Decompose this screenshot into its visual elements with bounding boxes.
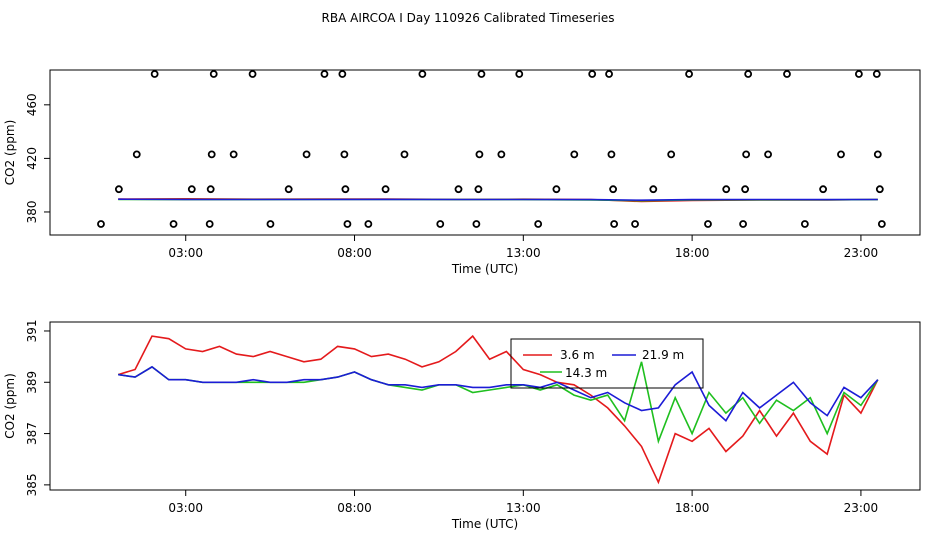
flag-point (742, 150, 751, 159)
plot-frame (49, 321, 921, 491)
flag-point (649, 185, 658, 194)
y-tick-label: 385 (25, 473, 39, 496)
x-tick-label: 18:00 (675, 501, 710, 515)
flag-point (364, 220, 373, 228)
y-tick-label: 420 (25, 147, 39, 170)
y-tick-label: 389 (25, 371, 39, 394)
flag-point (338, 70, 347, 78)
legend-label: 3.6 m (560, 348, 595, 362)
flag-point (477, 70, 486, 78)
flag-point (475, 150, 484, 159)
y-axis-label: CO2 (ppm) (3, 120, 17, 186)
flag-point (605, 70, 613, 78)
flag-point (209, 70, 218, 78)
flag-point (667, 150, 676, 159)
flag-point (819, 185, 828, 194)
flag-point (207, 150, 216, 159)
flag-point (741, 185, 750, 194)
flag-point (248, 70, 257, 78)
flag-point (266, 220, 275, 228)
x-tick-label: 13:00 (506, 246, 541, 260)
flag-point (783, 70, 791, 78)
flag-point (704, 220, 712, 228)
flag-point (739, 220, 747, 228)
flag-point (436, 220, 445, 228)
y-tick-label: 460 (25, 93, 39, 116)
flag-point (418, 70, 427, 78)
flag-point (837, 150, 845, 159)
series-line (118, 361, 879, 445)
flag-point (114, 185, 123, 194)
legend-label: 14.3 m (565, 366, 607, 380)
x-tick-label: 03:00 (168, 501, 203, 515)
series-line (118, 198, 878, 202)
y-tick-label: 387 (25, 422, 39, 445)
x-tick-label: 23:00 (844, 501, 879, 515)
legend-box (510, 338, 704, 389)
flag-point (150, 70, 159, 78)
flag-point (800, 220, 809, 228)
flag-point (515, 70, 524, 78)
flag-point (610, 220, 619, 228)
flag-point (552, 185, 561, 194)
y-tick-label: 391 (25, 320, 39, 343)
flag-point (381, 185, 390, 194)
y-tick-label: 380 (25, 201, 39, 224)
flag-point (685, 70, 693, 78)
flag-point (744, 70, 753, 78)
legend-label: 21.9 m (642, 348, 684, 362)
plot-area (118, 197, 878, 203)
flag-point (875, 185, 884, 194)
flag-point (206, 185, 215, 194)
flag-point (320, 70, 329, 78)
plot-frame (49, 69, 921, 236)
flag-point (631, 220, 639, 228)
flag-point (472, 220, 481, 228)
flag-point (877, 220, 886, 228)
series-line (118, 365, 879, 422)
flag-point (302, 150, 311, 159)
flag-point (205, 220, 214, 228)
flag-point (722, 185, 731, 194)
flag-point (872, 70, 881, 78)
flag-point (97, 220, 105, 228)
plot-area (117, 334, 879, 485)
x-tick-label: 18:00 (675, 246, 710, 260)
x-tick-label: 08:00 (337, 246, 372, 260)
flag-point (229, 150, 238, 159)
flag-point (588, 70, 597, 78)
flag-point (474, 185, 483, 194)
flag-point (570, 150, 579, 159)
flag-point (132, 150, 141, 159)
x-tick-label: 08:00 (337, 501, 372, 515)
x-tick-label: 13:00 (506, 501, 541, 515)
series-line (117, 334, 879, 485)
flag-point (169, 220, 178, 228)
flag-point (343, 220, 352, 228)
x-tick-label: 23:00 (844, 246, 879, 260)
y-axis-label: CO2 (ppm) (3, 373, 17, 439)
flag-point (497, 150, 506, 159)
x-axis-label: Time (UTC) (451, 262, 518, 276)
flag-point (607, 150, 616, 159)
flag-point (873, 150, 882, 159)
flag-point (534, 220, 543, 228)
flag-point (454, 185, 463, 194)
flag-point (854, 70, 863, 78)
flag-point (609, 185, 618, 194)
flag-point (340, 150, 349, 159)
flag-point (400, 150, 409, 159)
flag-point (764, 150, 772, 159)
flag-point (284, 185, 293, 194)
x-axis-label: Time (UTC) (451, 517, 518, 531)
flag-point (341, 185, 350, 194)
flag-point (187, 185, 196, 194)
x-tick-label: 03:00 (168, 246, 203, 260)
chart-title: RBA AIRCOA I Day 110926 Calibrated Times… (322, 11, 615, 25)
